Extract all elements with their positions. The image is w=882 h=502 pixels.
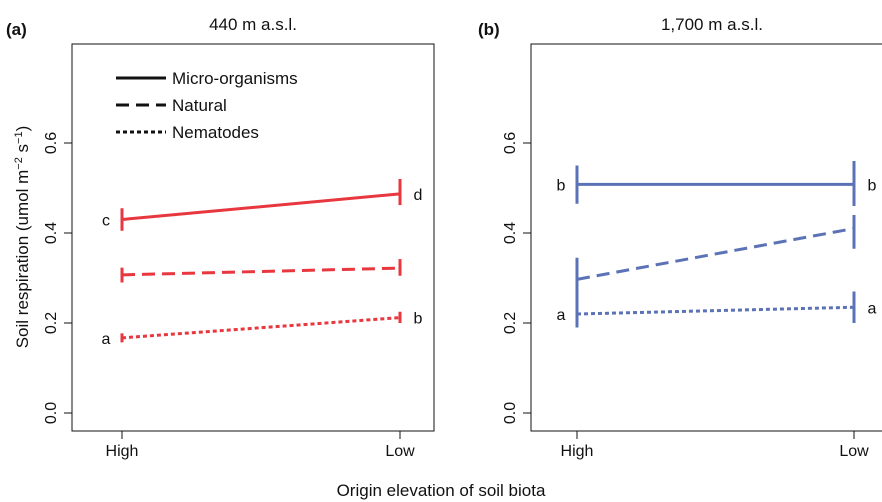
- panel-b-y-axis: 0.0 0.2 0.4 0.6: [502, 132, 531, 424]
- significance-letter: b: [414, 311, 423, 328]
- y-tick-label: 0.6: [43, 132, 60, 154]
- panel-b-label: (b): [478, 20, 500, 39]
- series-line-nematodes: [121, 316, 401, 340]
- legend-label-natural: Natural: [172, 96, 227, 115]
- legend-label-micro-organisms: Micro-organisms: [172, 69, 298, 88]
- significance-letter: b: [557, 177, 566, 194]
- x-tick-label: Low: [839, 443, 869, 460]
- y-tick-label: 0.0: [43, 402, 60, 424]
- panel-b-marks: b b a a: [557, 161, 877, 328]
- x-tick-label: High: [561, 443, 594, 460]
- panel-a-y-axis: 0.0 0.2 0.4 0.6: [43, 132, 72, 424]
- series-line-micro-organisms: [121, 192, 401, 221]
- significance-letter: d: [414, 187, 423, 204]
- panel-a-x-axis: High Low: [106, 431, 415, 460]
- panel-b: (b) 1,700 m a.s.l. 0.00.20.40.6 High Low …: [478, 15, 882, 460]
- series-line-nematodes: [576, 305, 855, 316]
- significance-letter: a: [868, 300, 877, 317]
- series-line-natural: [121, 266, 401, 277]
- y-tick-label: 0.2: [43, 312, 60, 334]
- significance-letter: a: [557, 307, 566, 324]
- panel-b-x-axis: High Low: [561, 431, 869, 460]
- significance-letter: b: [868, 177, 877, 194]
- panel-b-title: 1,700 m a.s.l.: [661, 15, 763, 34]
- y-axis-label: Soil respiration (umol m−2 s−1): [13, 126, 32, 349]
- series-line-natural: [576, 227, 855, 281]
- y-tick-label: 0.4: [502, 222, 519, 244]
- x-tick-label: Low: [385, 443, 415, 460]
- panel-a-title: 440 m a.s.l.: [209, 15, 297, 34]
- x-tick-label: High: [106, 443, 139, 460]
- x-axis-label: Origin elevation of soil biota: [337, 481, 546, 500]
- panel-a-frame: [71, 43, 435, 432]
- y-tick-label: 0.4: [43, 222, 60, 244]
- legend-label-nematodes: Nematodes: [172, 123, 259, 142]
- significance-letter: c: [102, 213, 110, 230]
- panel-a-label: (a): [6, 20, 27, 39]
- legend: Micro-organisms Natural Nematodes: [116, 69, 298, 142]
- y-tick-label: 0.2: [502, 312, 519, 334]
- y-tick-label: 0.6: [502, 132, 519, 154]
- panel-a-marks: c d a b: [102, 179, 423, 348]
- panel-b-frame: [530, 43, 882, 432]
- significance-letter: a: [102, 331, 111, 348]
- panel-a: (a) 440 m a.s.l. 0.0 0.2 0.4 0.6 High Low c d…: [6, 15, 435, 460]
- y-tick-label: 0.0: [502, 402, 519, 424]
